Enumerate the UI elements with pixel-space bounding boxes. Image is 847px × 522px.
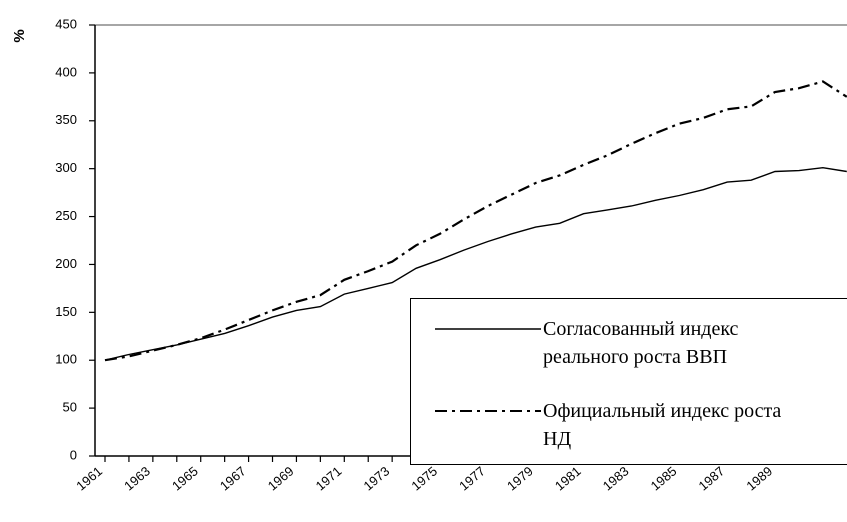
x-tick-label: 1979 [504,463,536,493]
y-tick-label: 150 [55,304,77,319]
y-tick-label: 450 [55,16,77,31]
legend-entry: Официальный индекс роста НД [435,397,803,453]
y-tick-label: 250 [55,208,77,223]
legend-label: Согласованный индекс реального роста ВВП [543,318,739,368]
y-tick-label: 200 [55,256,77,271]
x-tick-label: 1961 [73,463,105,493]
x-tick-label: 1969 [265,463,297,493]
x-tick-label: 1963 [121,463,153,493]
series-line [104,166,847,361]
y-tick-label: 350 [55,112,77,127]
x-tick-label: 1973 [361,463,393,493]
series-line [104,80,847,362]
x-tick-label: 1989 [743,463,775,493]
legend-entry: Согласованный индекс реального роста ВВП [435,315,803,371]
x-tick-label: 1967 [217,463,249,493]
legend-swatch [435,410,541,412]
x-tick-label: 1987 [696,463,728,493]
y-tick-label: 400 [55,64,77,79]
y-tick-label: 100 [55,352,77,367]
legend-label: Официальный индекс роста НД [543,400,782,450]
x-tick-label: 1965 [169,463,201,493]
x-tick-label: 1975 [408,463,440,493]
y-tick-label: 0 [70,447,77,462]
x-tick-label: 1981 [552,463,584,493]
y-tick-label: 50 [63,400,77,415]
x-tick-label: 1985 [648,463,680,493]
legend-swatch [435,328,541,330]
legend: Согласованный индекс реального роста ВВП… [410,298,847,465]
x-tick-label: 1983 [600,463,632,493]
x-tick-label: 1971 [313,463,345,493]
y-axis-label: % [11,29,28,42]
y-tick-label: 300 [55,160,77,175]
x-tick-label: 1977 [456,463,488,493]
